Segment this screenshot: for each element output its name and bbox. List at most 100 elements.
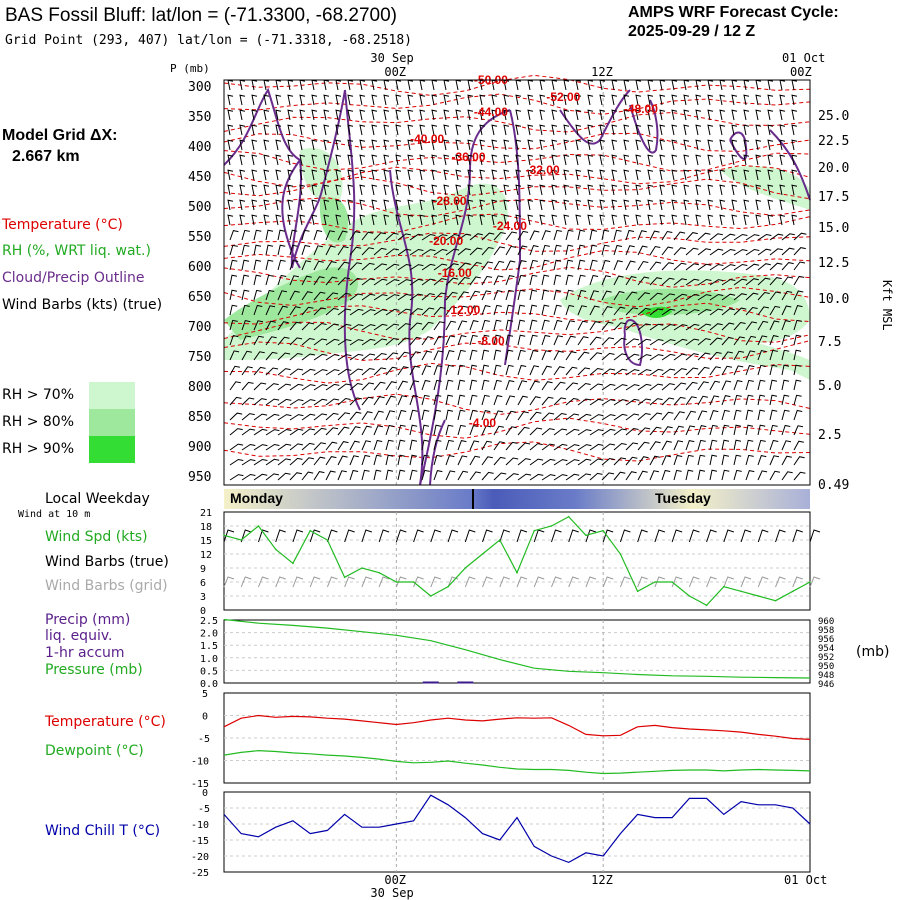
temp-tick-label: -5 [198, 734, 210, 745]
wind-barb [493, 472, 507, 481]
wind-barb [731, 184, 738, 196]
wind-barb [613, 244, 623, 256]
wind-barb [517, 349, 526, 361]
pressure-tick-label: 300 [188, 80, 211, 95]
wind-barb [227, 139, 234, 151]
wind-barb [743, 109, 750, 121]
wind-barb [623, 154, 630, 166]
wind-barb [769, 277, 782, 286]
wind-barb [767, 139, 774, 151]
wind-barb [551, 139, 558, 151]
wind-barb [553, 319, 563, 331]
wind-barb [397, 351, 410, 361]
wind-barb [457, 409, 466, 421]
wind-barb [335, 109, 342, 121]
wind-barb [637, 276, 650, 286]
wind-barb [311, 94, 318, 106]
wind-barb [371, 94, 378, 106]
cloud-outline-0 [223, 87, 346, 269]
wind-barb [275, 199, 282, 211]
wind-barb [433, 292, 447, 301]
wind-barb [469, 425, 479, 436]
wind-barb [611, 214, 618, 226]
wind-barb [275, 94, 282, 106]
wind-barb [529, 289, 538, 301]
wind-barb [529, 304, 538, 316]
wind-barb [359, 124, 366, 136]
wind-barb [527, 124, 534, 136]
wind-barb [517, 426, 530, 436]
wind-barb [397, 439, 406, 451]
wind-barb [241, 289, 250, 301]
wind-barb [707, 124, 714, 136]
surface-barb-true [257, 529, 269, 543]
wind-barb [517, 334, 526, 346]
wind-speed-point [550, 525, 553, 527]
wind-barb [433, 321, 445, 331]
wind-barb [395, 94, 402, 106]
wind-panel-frame [223, 511, 811, 611]
wind-barb [337, 368, 352, 376]
wind-barb [349, 469, 359, 481]
wind-barb [541, 474, 556, 481]
isotherm-label: -32.00 [526, 163, 560, 177]
wind-barb [577, 336, 589, 346]
surface-barb-true [499, 529, 510, 543]
kft-tick-label: 25.0 [818, 109, 849, 124]
wind-barb [349, 308, 364, 316]
wind-barb [793, 409, 803, 421]
wind-barb [409, 248, 424, 256]
wind-barb [277, 229, 286, 241]
wind-barb [409, 380, 420, 391]
wind-barb [505, 349, 514, 361]
wind-barb [791, 124, 798, 136]
temp-tick-label: -15 [191, 779, 209, 790]
wind-barb [289, 306, 301, 316]
wind-barb [457, 379, 466, 391]
wind-barb [419, 79, 426, 91]
wind-barb [527, 199, 534, 211]
wind-barb [493, 456, 506, 466]
wind-barb [587, 94, 594, 106]
wind-barb [599, 139, 606, 151]
wind-barb [385, 232, 399, 241]
rh-shade-3 [720, 166, 810, 210]
wind-barb [419, 124, 426, 136]
wind-barb [431, 94, 438, 106]
wind-barb [659, 139, 666, 151]
wind-barb [733, 249, 748, 256]
wind-barb [637, 441, 650, 451]
wind-barb [385, 366, 398, 376]
wind-barb [527, 154, 534, 166]
wind-barb [779, 169, 786, 181]
wind-barb [599, 169, 606, 181]
wind-barb [409, 351, 421, 361]
wind-barb [709, 351, 722, 361]
wind-barb [661, 308, 676, 316]
wind-barb [361, 293, 376, 301]
wind-speed-legend: Wind Spd (kts) [45, 529, 148, 545]
wind-barb [445, 233, 460, 241]
wind-barb [349, 455, 359, 466]
wind-barb [743, 79, 750, 91]
wind-barb [529, 473, 544, 481]
wind-barb [779, 214, 786, 226]
wind-barb [661, 368, 676, 376]
wind-barb [325, 354, 340, 361]
wind-barb [515, 199, 522, 211]
wind-barb [503, 109, 510, 121]
wind-barb [395, 214, 402, 226]
surface-barb-true [482, 529, 493, 543]
pressure-tick-label-right: 948 [818, 671, 834, 681]
wind-barb [445, 248, 460, 256]
wind-barb [671, 199, 678, 211]
pressure-tick-label: 850 [188, 410, 211, 425]
isotherm-label: -20.00 [429, 234, 463, 248]
wind-barb [601, 368, 616, 376]
wind-barb [313, 322, 327, 331]
wind-barb [481, 334, 490, 346]
wind-barb [373, 232, 386, 241]
wind-barb [541, 334, 551, 346]
wind-barb [469, 276, 481, 286]
wind-barb [431, 79, 438, 91]
